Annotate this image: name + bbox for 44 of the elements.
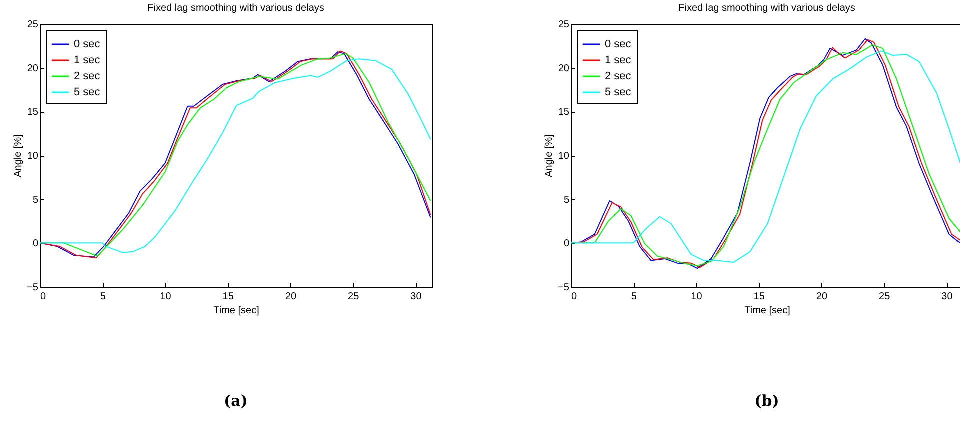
y-tick-label: 15	[558, 107, 570, 118]
legend-label: 5 sec	[605, 86, 632, 98]
y-tick-label: 10	[558, 151, 570, 162]
legend-label: 1 sec	[605, 54, 632, 66]
x-axis-title: Time [sec]	[214, 306, 260, 316]
y-axis-title: Angle [%]	[544, 134, 556, 178]
y-tick-label: 0	[32, 238, 39, 250]
x-tick-label: 10	[160, 292, 172, 302]
y-tick-label: 5	[564, 194, 570, 206]
x-tick-label: 20	[816, 292, 828, 302]
y-axis-title: Angle [%]	[13, 134, 24, 178]
y-tick-label: 15	[27, 107, 39, 118]
legend-label: 5 sec	[74, 86, 101, 98]
x-axis-title: Time [sec]	[744, 306, 791, 316]
x-tick-label: 5	[100, 292, 106, 302]
legend-label: 2 sec	[74, 70, 101, 82]
chart-title: Fixed lag smoothing with various delays	[678, 3, 856, 14]
legend-label: 0 sec	[605, 38, 632, 50]
y-tick-label: 0	[564, 238, 570, 250]
x-tick-label: 5	[631, 292, 638, 302]
x-tick-label: 10	[691, 292, 703, 302]
chart-title: Fixed lag smoothing with various delays	[148, 3, 324, 14]
y-tick-label: −5	[27, 282, 39, 294]
x-tick-label: 25	[348, 292, 360, 302]
text: (b)	[754, 392, 780, 410]
y-tick-label: 25	[27, 20, 39, 30]
y-tick-label: −5	[558, 282, 570, 294]
x-tick-label: 15	[222, 292, 234, 302]
text: (a)	[224, 392, 248, 410]
y-tick-label: 20	[558, 63, 570, 74]
x-tick-label: 0	[40, 292, 46, 302]
x-tick-label: 30	[942, 292, 954, 302]
y-tick-label: 10	[27, 151, 39, 162]
x-tick-label: 30	[410, 292, 422, 302]
legend-label: 2 sec	[605, 70, 632, 82]
x-tick-label: 20	[285, 292, 297, 302]
x-tick-label: 0	[572, 292, 578, 302]
y-tick-label: 20	[27, 63, 39, 74]
legend-label: 0 sec	[74, 38, 101, 50]
x-tick-label: 15	[754, 292, 766, 302]
legend-label: 1 sec	[74, 54, 101, 66]
x-tick-label: 25	[879, 292, 891, 302]
y-tick-label: 25	[558, 20, 570, 30]
y-tick-label: 5	[32, 194, 39, 206]
